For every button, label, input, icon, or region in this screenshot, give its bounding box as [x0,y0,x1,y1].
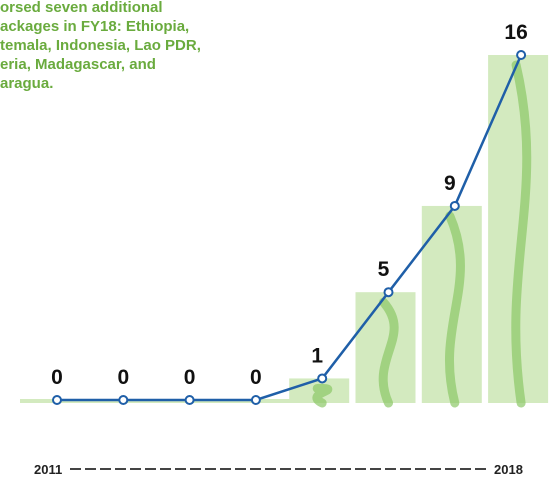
annotation-line: aragua. [0,75,53,92]
point [383,287,394,298]
value-label: 0 [184,366,196,389]
point [52,395,62,405]
value-label: 0 [117,366,129,389]
value-label: 16 [504,21,527,44]
point [184,395,195,405]
value-label: 0 [250,366,262,389]
x-tick-label: 2018 [494,462,523,477]
value-label: 5 [378,258,390,281]
annotation-line: temala, Indonesia, Lao PDR, [0,37,201,54]
point [118,395,129,405]
annotation: orsed seven additional ackages in FY18: E… [0,0,201,92]
value-label: 0 [51,366,63,389]
vine [444,211,465,408]
point [317,373,328,384]
point [449,200,460,211]
annotation-line: eria, Madagascar, and [0,56,156,73]
value-label: 9 [444,172,456,195]
vine [312,383,333,408]
vine [511,60,532,408]
line [57,54,523,402]
point [516,50,527,60]
annotation-line: orsed seven additional [0,0,163,16]
x-tick-label: 2011 [34,462,62,477]
value-label: 1 [311,344,323,367]
point [250,395,261,405]
annotation-line: ackages in FY18: Ethiopia, [0,18,189,35]
vine [378,297,399,408]
